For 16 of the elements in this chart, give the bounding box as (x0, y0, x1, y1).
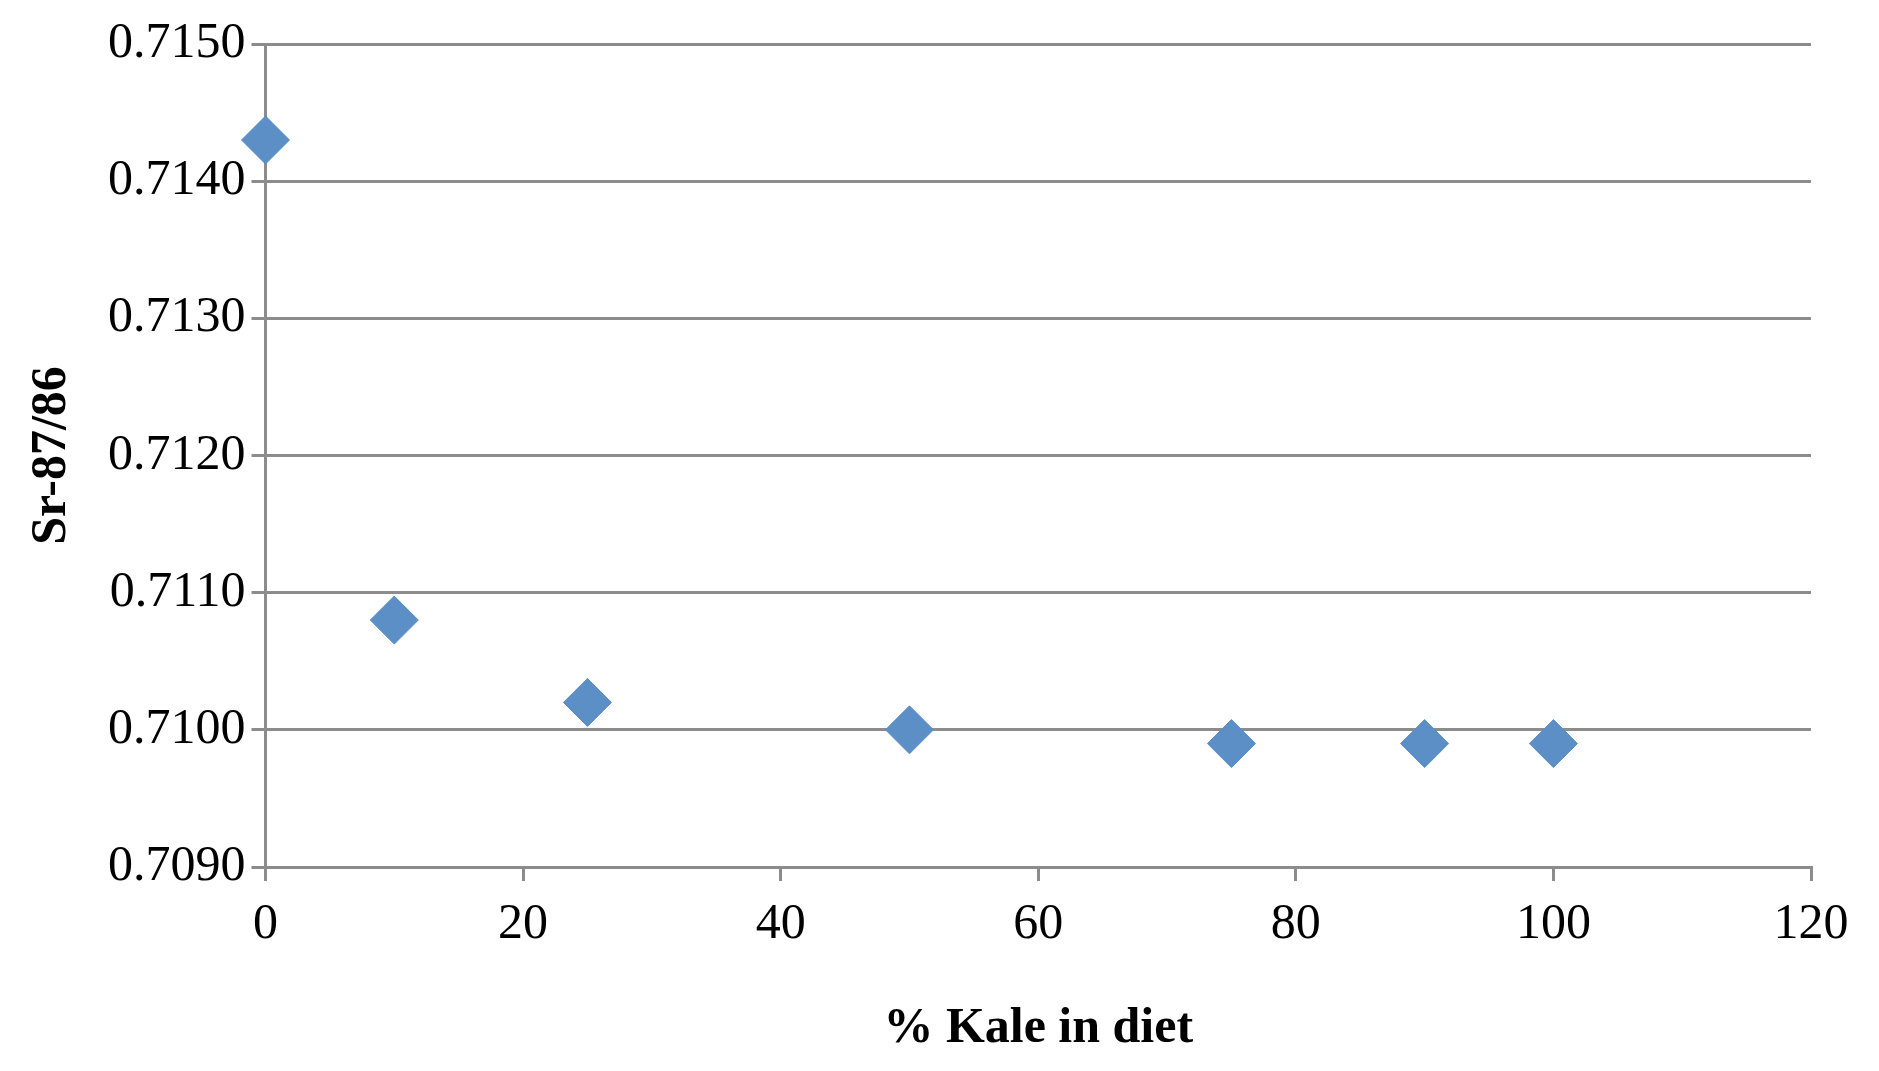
x-tick-label: 0 (253, 893, 278, 950)
y-tick-label: 0.7090 (108, 835, 246, 892)
y-tick-label: 0.7120 (108, 423, 246, 480)
x-tick-label: 60 (1013, 893, 1064, 950)
x-tick-label: 100 (1515, 893, 1591, 950)
x-axis-title: % Kale in diet (883, 996, 1194, 1053)
y-tick-label: 0.7100 (108, 697, 246, 754)
y-tick-label: 0.7130 (108, 286, 246, 343)
y-tick-label: 0.7110 (109, 560, 246, 617)
y-tick-label: 0.7140 (108, 149, 246, 206)
y-tick-label: 0.7150 (108, 12, 246, 69)
x-tick-label: 80 (1270, 893, 1321, 950)
x-tick-label: 40 (755, 893, 806, 950)
x-tick-label: 120 (1773, 893, 1849, 950)
x-tick-label: 20 (498, 893, 549, 950)
y-axis-title: Sr-87/86 (19, 366, 76, 545)
